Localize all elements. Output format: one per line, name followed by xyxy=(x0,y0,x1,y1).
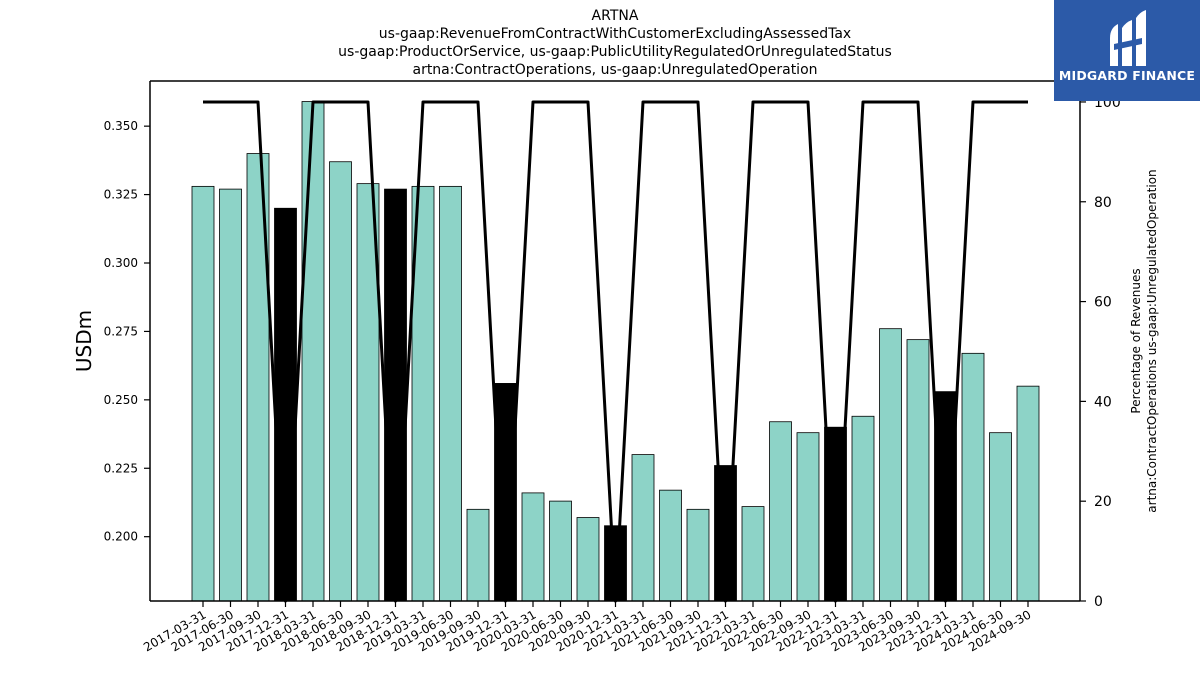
bar xyxy=(301,101,325,602)
bar xyxy=(384,188,407,602)
chart-title: ARTNA us-gaap:RevenueFromContractWithCust… xyxy=(338,8,892,78)
y2-tick-label: 0 xyxy=(1094,594,1103,610)
bar xyxy=(906,339,930,602)
y2-axis-title-line: artna:ContractOperations us-gaap:Unregul… xyxy=(1145,169,1159,512)
bar xyxy=(686,508,710,602)
y2-tick-label: 60 xyxy=(1094,295,1112,311)
y-tick-label: 0.350 xyxy=(104,119,138,133)
logo-mark-icon xyxy=(1110,10,1146,66)
bar-series xyxy=(191,101,1040,602)
y2-axis-title-line: Percentage of Revenues xyxy=(1129,268,1143,413)
y2-tick-label: 20 xyxy=(1094,494,1112,510)
bar xyxy=(494,383,517,602)
y-tick-label: 0.200 xyxy=(104,530,138,544)
y2-tick-label: 40 xyxy=(1094,394,1112,410)
bar xyxy=(521,492,545,602)
bar xyxy=(851,415,875,602)
bar xyxy=(659,489,682,602)
bar xyxy=(576,517,600,602)
bar xyxy=(879,328,902,602)
bar xyxy=(329,161,352,602)
title-line: ARTNA xyxy=(592,8,639,24)
bar xyxy=(796,432,820,602)
bar xyxy=(1016,385,1040,602)
y-tick-label: 0.225 xyxy=(104,461,138,475)
title-line: artna:ContractOperations, us-gaap:Unregu… xyxy=(412,62,817,78)
y-axis-title: USDm xyxy=(72,310,96,372)
bar xyxy=(989,432,1012,602)
bar xyxy=(741,506,765,602)
bar xyxy=(439,185,462,602)
y2-tick-label: 80 xyxy=(1094,195,1112,211)
bar xyxy=(631,454,655,602)
y-tick-label: 0.275 xyxy=(104,324,138,338)
bar xyxy=(769,421,792,602)
bar xyxy=(191,185,215,602)
bar xyxy=(274,207,297,602)
title-line: us-gaap:RevenueFromContractWithCustomerE… xyxy=(379,26,851,42)
y-tick-label: 0.325 xyxy=(104,188,138,202)
y-tick-label: 0.300 xyxy=(104,256,138,270)
bar xyxy=(961,352,985,602)
y-axis-label: USDm xyxy=(72,310,96,372)
bar xyxy=(466,508,490,602)
title-line: us-gaap:ProductOrService, us-gaap:Public… xyxy=(338,44,892,60)
bar xyxy=(549,500,572,602)
logo-text: MIDGARD FINANCE xyxy=(1058,68,1196,83)
bar xyxy=(934,391,957,602)
bar xyxy=(219,188,242,602)
y-tick-label: 0.250 xyxy=(104,393,138,407)
y2-axis-label: Percentage of Revenues artna:ContractOper… xyxy=(1129,169,1159,512)
midgard-finance-logo: MIDGARD FINANCE xyxy=(1054,0,1200,101)
